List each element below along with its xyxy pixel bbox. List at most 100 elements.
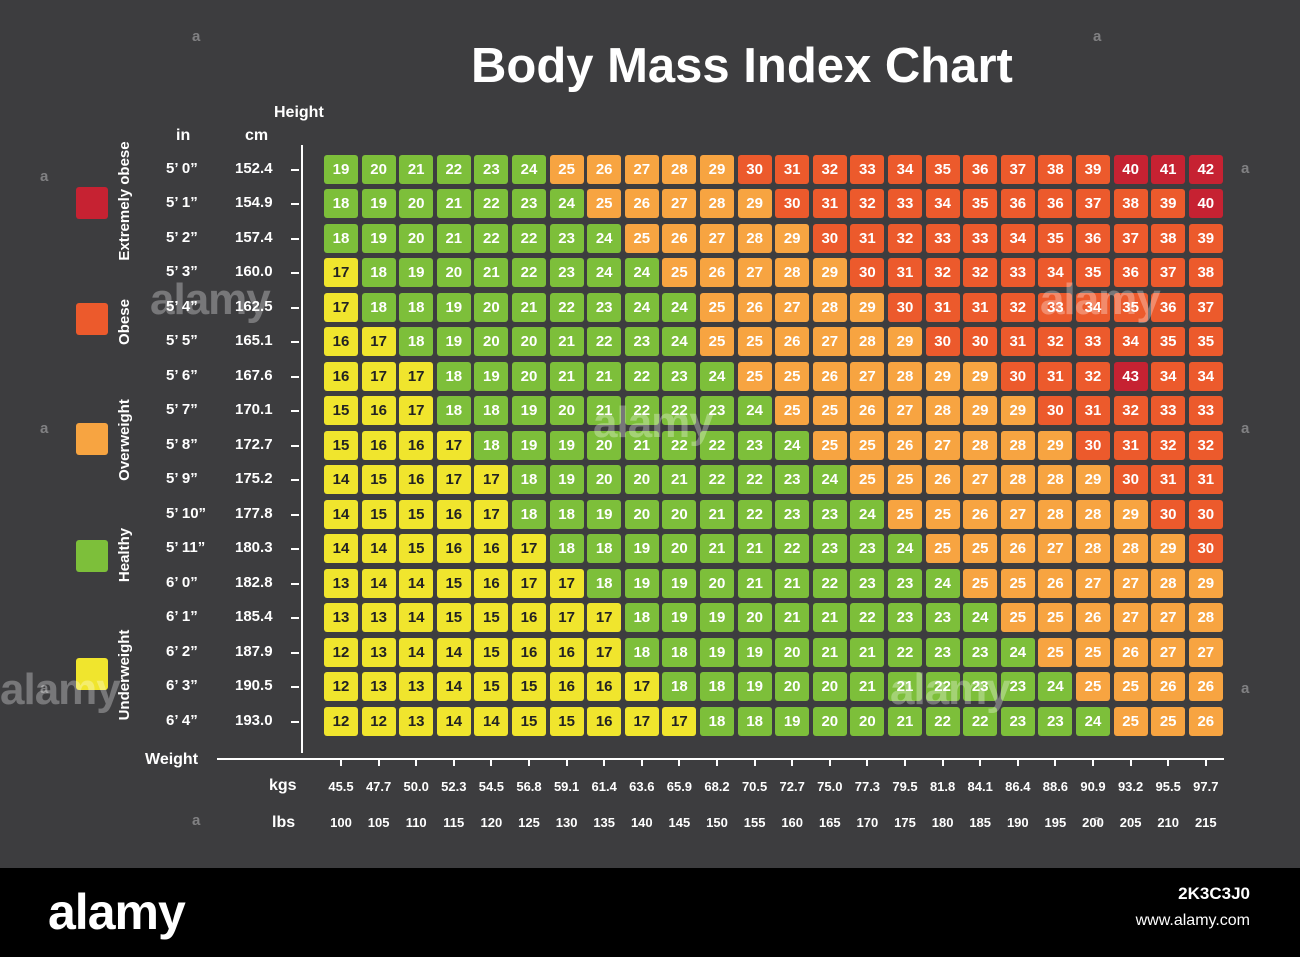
weight-lbs-label: 165	[818, 815, 841, 830]
bmi-cell: 33	[1038, 292, 1073, 322]
height-in-label: 5’ 8”	[166, 435, 198, 453]
bmi-cell: 16	[549, 672, 584, 702]
bmi-cell: 19	[587, 499, 622, 529]
bmi-cell: 14	[361, 568, 396, 598]
bmi-cell: 25	[549, 155, 584, 184]
bmi-cell: 30	[1188, 534, 1223, 564]
weight-tick	[490, 758, 493, 766]
weight-lbs-label: 175	[894, 815, 916, 830]
bmi-cell: 26	[1151, 672, 1186, 702]
bmi-cell: 30	[925, 327, 960, 357]
bmi-cell: 26	[963, 499, 998, 529]
bmi-cell: 17	[587, 603, 622, 633]
weight-lbs-label: 105	[367, 815, 390, 830]
bmi-cell: 21	[399, 155, 434, 184]
bmi-cell: 17	[662, 706, 697, 736]
bmi-cell: 29	[925, 361, 960, 391]
lbs-label: lbs	[272, 814, 296, 831]
bmi-cell: 33	[963, 223, 998, 253]
bmi-cell: 24	[850, 499, 885, 529]
bmi-cell: 21	[700, 534, 734, 564]
bmi-cell: 25	[963, 568, 998, 598]
bmi-cell: 20	[737, 603, 772, 633]
bmi-cell: 18	[324, 189, 358, 219]
bmi-cell: 38	[1151, 223, 1186, 253]
weight-kg-label: 88.6	[1042, 779, 1069, 794]
bmi-cell: 26	[925, 465, 960, 495]
weight-kg-label: 95.5	[1155, 779, 1181, 794]
bmi-cell: 27	[1038, 534, 1073, 564]
weight-tick	[603, 758, 606, 766]
bmi-cell: 25	[662, 258, 697, 288]
bmi-cell: 36	[1038, 189, 1073, 219]
height-in-label: 5’ 2”	[166, 228, 198, 246]
bmi-cell: 27	[1188, 637, 1223, 667]
bmi-cell: 25	[925, 534, 960, 564]
bmi-cell: 14	[399, 637, 434, 667]
weight-tick	[340, 758, 342, 766]
bmi-cell: 19	[700, 637, 734, 667]
bmi-cell: 25	[1151, 706, 1186, 736]
legend-swatch	[76, 540, 108, 572]
legend-swatch	[76, 187, 108, 219]
bmi-cell: 20	[474, 292, 509, 322]
bmi-cell: 22	[436, 155, 471, 184]
weight-kg-label: 72.7	[779, 779, 805, 794]
weight-tick	[415, 758, 418, 766]
bmi-cell: 28	[1038, 499, 1073, 529]
bmi-cell: 16	[361, 396, 396, 426]
bmi-cell: 25	[850, 465, 885, 495]
height-cm-label: 187.9	[235, 642, 273, 660]
bmi-cell: 35	[1076, 258, 1110, 288]
bmi-cell: 23	[624, 327, 659, 357]
bmi-cell: 18	[737, 706, 772, 736]
bmi-cell: 23	[737, 430, 772, 460]
bmi-cell: 26	[662, 223, 697, 253]
legend-swatch	[76, 303, 108, 335]
bmi-cell: 26	[1076, 603, 1110, 633]
bmi-cell: 24	[662, 327, 697, 357]
bmi-cell: 14	[399, 568, 434, 598]
bmi-cell: 25	[1038, 637, 1073, 667]
bmi-cell: 29	[1151, 534, 1186, 564]
bmi-cell: 17	[436, 465, 471, 495]
bmi-cell: 14	[399, 603, 434, 633]
bmi-cell: 31	[1038, 361, 1073, 391]
bmi-cell: 18	[549, 534, 584, 564]
bmi-cell: 20	[512, 327, 546, 357]
bmi-cell: 29	[775, 223, 810, 253]
bmi-cell: 16	[474, 534, 509, 564]
height-in-label: 5’ 3”	[166, 263, 198, 281]
bmi-cell: 19	[775, 706, 810, 736]
bmi-cell: 21	[737, 534, 772, 564]
bmi-cell: 27	[963, 465, 998, 495]
bmi-cell: 18	[549, 499, 584, 529]
bmi-cell: 18	[436, 396, 471, 426]
bmi-cell: 29	[963, 396, 998, 426]
weight-tick	[528, 758, 530, 766]
bmi-cell: 13	[399, 672, 434, 702]
bmi-cell: 28	[850, 327, 885, 357]
bmi-cell: 30	[775, 189, 810, 219]
bmi-cell: 28	[1113, 534, 1148, 564]
bmi-cell: 30	[1000, 361, 1035, 391]
bmi-cell: 17	[587, 637, 622, 667]
bmi-cell: 13	[324, 603, 358, 633]
weight-tick	[377, 758, 380, 766]
bmi-cell: 26	[812, 361, 847, 391]
bmi-cell: 21	[888, 706, 922, 736]
bmi-cell: 23	[925, 637, 960, 667]
height-tick	[291, 513, 299, 516]
height-cm-label: 172.7	[235, 435, 273, 453]
weight-kg-label: 54.5	[478, 779, 505, 794]
bmi-cell: 30	[1151, 499, 1186, 529]
bmi-cell: 12	[324, 706, 358, 736]
height-in-label: 5’ 0”	[166, 160, 198, 177]
bmi-cell: 22	[624, 396, 659, 426]
height-tick	[291, 169, 299, 171]
bmi-cell: 40	[1188, 189, 1223, 219]
bmi-cell: 23	[925, 603, 960, 633]
bmi-cell: 19	[737, 637, 772, 667]
bmi-cell: 23	[963, 672, 998, 702]
